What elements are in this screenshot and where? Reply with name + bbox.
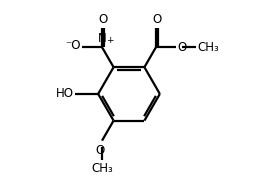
- Text: N: N: [98, 32, 106, 45]
- Text: O: O: [96, 144, 105, 157]
- Text: CH₃: CH₃: [91, 162, 113, 175]
- Text: O: O: [98, 13, 108, 26]
- Text: +: +: [106, 36, 114, 45]
- Text: HO: HO: [56, 87, 74, 100]
- Text: ⁻O: ⁻O: [65, 39, 81, 52]
- Text: O: O: [152, 13, 162, 26]
- Text: CH₃: CH₃: [197, 41, 219, 54]
- Text: O: O: [177, 41, 187, 54]
